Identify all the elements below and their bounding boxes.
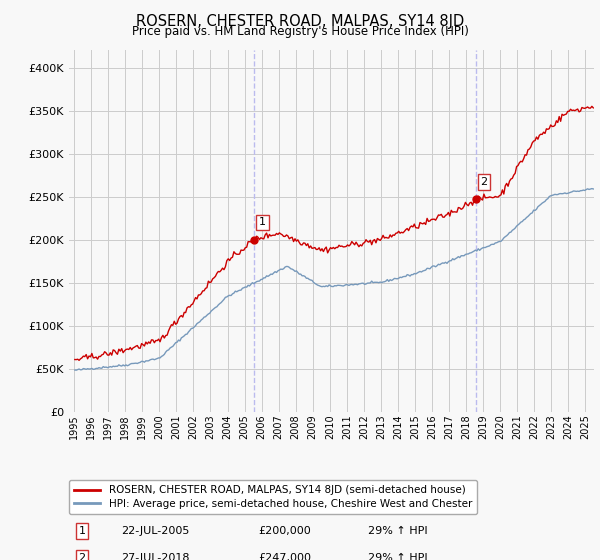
Text: £247,000: £247,000 xyxy=(258,553,311,560)
Text: ROSERN, CHESTER ROAD, MALPAS, SY14 8JD: ROSERN, CHESTER ROAD, MALPAS, SY14 8JD xyxy=(136,14,464,29)
Text: 29% ↑ HPI: 29% ↑ HPI xyxy=(368,526,428,536)
Text: 27-JUL-2018: 27-JUL-2018 xyxy=(121,553,190,560)
Text: Price paid vs. HM Land Registry's House Price Index (HPI): Price paid vs. HM Land Registry's House … xyxy=(131,25,469,38)
Text: 22-JUL-2005: 22-JUL-2005 xyxy=(121,526,190,536)
Text: 2: 2 xyxy=(481,177,488,187)
Text: 29% ↑ HPI: 29% ↑ HPI xyxy=(368,553,428,560)
Text: 2: 2 xyxy=(79,553,86,560)
Text: £200,000: £200,000 xyxy=(258,526,311,536)
Text: 1: 1 xyxy=(79,526,86,536)
Text: 1: 1 xyxy=(259,217,266,227)
Legend: ROSERN, CHESTER ROAD, MALPAS, SY14 8JD (semi-detached house), HPI: Average price: ROSERN, CHESTER ROAD, MALPAS, SY14 8JD (… xyxy=(69,480,477,514)
